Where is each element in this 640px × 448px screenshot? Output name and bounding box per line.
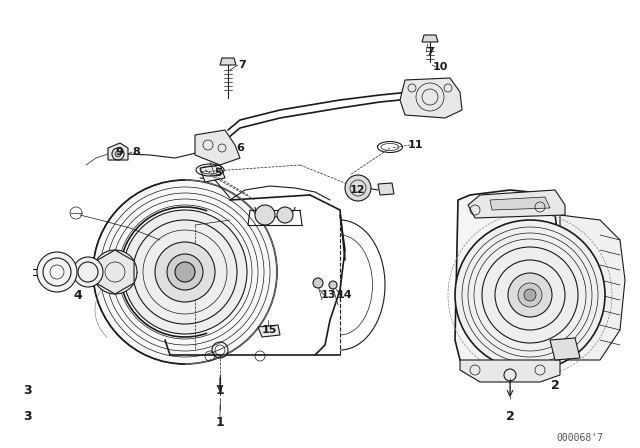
Circle shape: [175, 262, 195, 282]
Polygon shape: [200, 165, 225, 182]
Polygon shape: [550, 338, 580, 360]
Text: 15: 15: [261, 325, 276, 335]
Circle shape: [123, 210, 247, 334]
Polygon shape: [378, 183, 394, 195]
Text: 10: 10: [432, 62, 448, 72]
Text: 4: 4: [74, 289, 83, 302]
Polygon shape: [468, 190, 565, 218]
Text: 13: 13: [320, 290, 336, 300]
Polygon shape: [460, 360, 560, 382]
Text: 2: 2: [550, 379, 559, 392]
Circle shape: [518, 283, 542, 307]
Circle shape: [524, 289, 536, 301]
Polygon shape: [220, 58, 236, 65]
Circle shape: [255, 205, 275, 225]
Circle shape: [277, 207, 293, 223]
Circle shape: [482, 247, 578, 343]
Polygon shape: [400, 78, 462, 118]
Polygon shape: [96, 250, 134, 294]
Text: 14: 14: [336, 290, 352, 300]
Polygon shape: [455, 190, 560, 380]
Text: 1: 1: [216, 383, 225, 396]
Text: 8: 8: [132, 147, 140, 157]
Polygon shape: [422, 35, 438, 42]
Circle shape: [329, 281, 337, 289]
Text: 3: 3: [24, 410, 32, 423]
Text: 2: 2: [506, 410, 515, 423]
Circle shape: [345, 175, 371, 201]
Text: 000068'7: 000068'7: [557, 433, 604, 443]
Circle shape: [93, 180, 277, 364]
Text: 6: 6: [236, 143, 244, 153]
Circle shape: [313, 278, 323, 288]
Text: 9: 9: [115, 147, 123, 157]
Circle shape: [73, 257, 103, 287]
Circle shape: [37, 252, 77, 292]
Circle shape: [508, 273, 552, 317]
Circle shape: [167, 254, 203, 290]
Circle shape: [455, 220, 605, 370]
Circle shape: [155, 242, 215, 302]
Text: 7: 7: [238, 60, 246, 70]
Text: 1: 1: [216, 416, 225, 429]
Text: 3: 3: [24, 383, 32, 396]
Text: 12: 12: [349, 185, 365, 195]
Circle shape: [115, 151, 121, 157]
Text: 11: 11: [407, 140, 423, 150]
Text: 5: 5: [214, 168, 222, 178]
Polygon shape: [195, 130, 240, 165]
Polygon shape: [258, 325, 280, 337]
Polygon shape: [108, 143, 128, 160]
Polygon shape: [490, 197, 550, 210]
Text: 7: 7: [426, 47, 434, 57]
Polygon shape: [560, 215, 625, 360]
Circle shape: [93, 250, 137, 294]
